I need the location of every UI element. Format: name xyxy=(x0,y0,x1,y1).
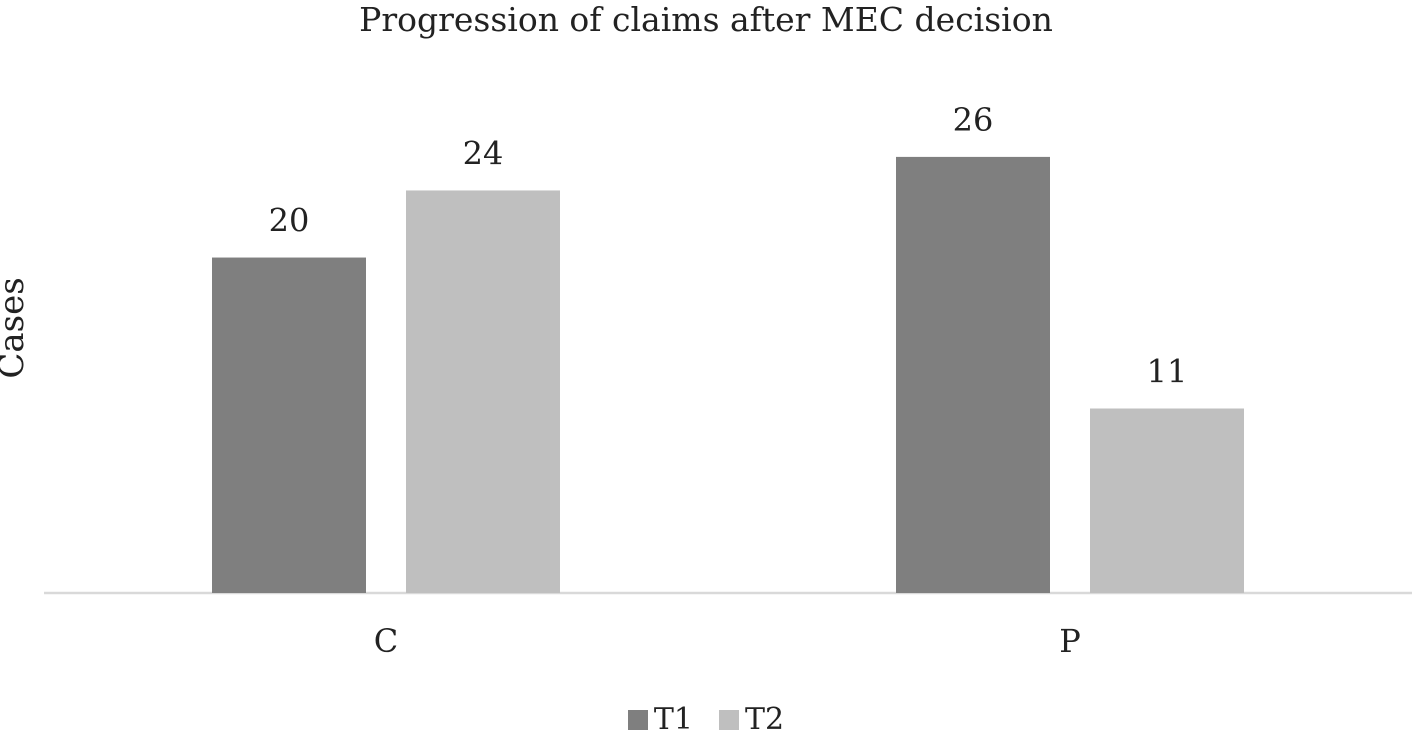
legend-swatch-t1 xyxy=(627,710,648,730)
chart-title: Progression of claims after MEC decision xyxy=(359,0,1053,39)
legend-item-t2: T2 xyxy=(719,702,784,738)
legend: T1 T2 xyxy=(0,702,1412,738)
legend-label-t1: T1 xyxy=(653,702,693,737)
data-label-t1-p: 26 xyxy=(953,101,994,139)
bar-t2-p xyxy=(1090,408,1244,593)
data-label-t1-c: 20 xyxy=(269,202,310,240)
legend-label-t2: T2 xyxy=(745,702,785,737)
bar-t2-c xyxy=(406,190,560,593)
bar-t1-c xyxy=(212,257,366,593)
x-tick-label-c: C xyxy=(374,622,398,660)
legend-item-t1: T1 xyxy=(627,702,693,738)
legend-swatch-t2 xyxy=(719,710,739,730)
bar-t1-p xyxy=(896,156,1050,594)
x-tick-label-p: P xyxy=(1059,622,1081,660)
data-label-t2-c: 24 xyxy=(463,134,504,172)
data-label-t2-p: 11 xyxy=(1147,352,1188,390)
